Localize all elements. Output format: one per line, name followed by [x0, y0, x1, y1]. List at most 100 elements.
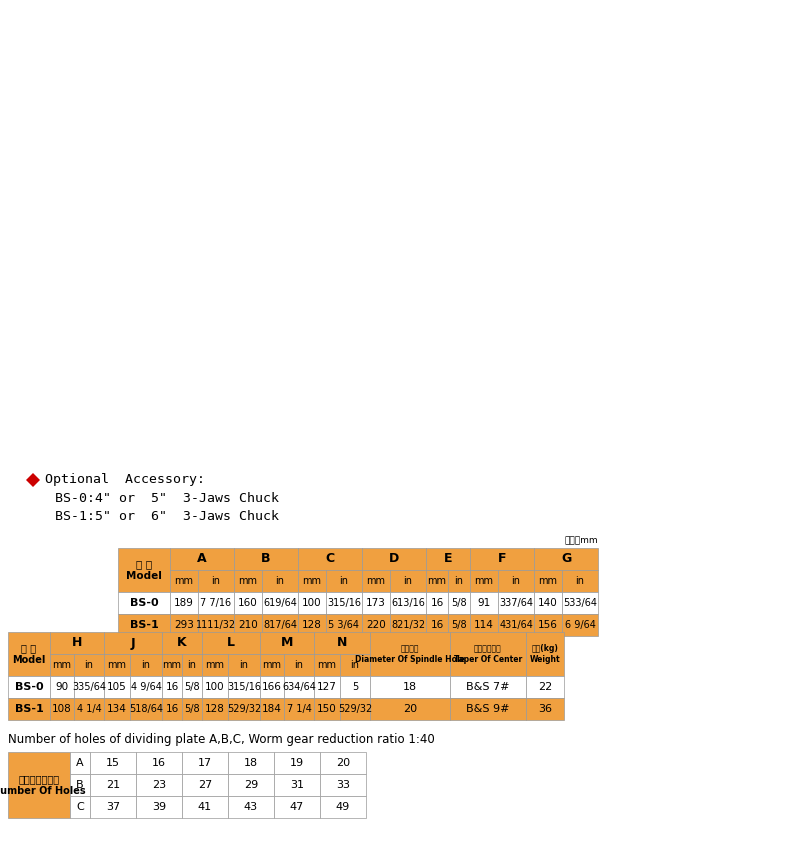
Text: 220: 220 [366, 620, 386, 630]
Bar [390, 570, 426, 592]
Text: L: L [227, 637, 235, 649]
Text: 160: 160 [238, 598, 258, 608]
Text: Number of holes of dividing plate A,B,C, Worm gear reduction ratio 1:40: Number of holes of dividing plate A,B,C,… [8, 733, 434, 746]
Text: 33: 33 [336, 780, 350, 790]
Bar [8, 698, 50, 720]
Text: in: in [404, 576, 412, 586]
Bar [170, 548, 234, 570]
Text: 166: 166 [262, 682, 282, 692]
Text: 29: 29 [244, 780, 258, 790]
Text: 4 9/64: 4 9/64 [130, 682, 161, 692]
Bar [162, 632, 202, 654]
Text: 431/64: 431/64 [499, 620, 533, 630]
Bar [130, 654, 162, 676]
Text: 5 3/64: 5 3/64 [329, 620, 359, 630]
Text: 5/8: 5/8 [184, 682, 200, 692]
Text: in: in [454, 576, 464, 586]
Bar [470, 592, 498, 614]
Text: 173: 173 [366, 598, 386, 608]
Text: 型 號
Model: 型 號 Model [13, 643, 46, 665]
Text: C: C [76, 802, 84, 812]
Bar [498, 592, 534, 614]
Text: K: K [177, 637, 186, 649]
Text: N: N [337, 637, 347, 649]
Text: 128: 128 [302, 620, 322, 630]
Text: 18: 18 [244, 758, 258, 768]
Text: 184: 184 [262, 704, 282, 714]
Bar [534, 570, 562, 592]
Text: G: G [561, 552, 571, 565]
Bar [320, 774, 366, 796]
Text: 16: 16 [165, 704, 179, 714]
Bar [314, 698, 340, 720]
Text: mm: mm [52, 660, 72, 670]
Text: mm: mm [475, 576, 494, 586]
Text: 5/8: 5/8 [184, 704, 200, 714]
Bar [450, 698, 526, 720]
Bar [182, 774, 228, 796]
Bar [74, 676, 104, 698]
Bar [130, 676, 162, 698]
Text: mm: mm [205, 660, 224, 670]
Bar [70, 752, 90, 774]
Bar [274, 774, 320, 796]
Text: 蜂巢板各面孔數
Number Of Holes: 蜂巢板各面孔數 Number Of Holes [0, 774, 86, 796]
Bar [170, 592, 198, 614]
Bar [340, 654, 370, 676]
Bar [390, 614, 426, 636]
Bar [470, 548, 534, 570]
Bar [426, 570, 448, 592]
Bar [182, 698, 202, 720]
Bar [390, 592, 426, 614]
Text: in: in [295, 660, 303, 670]
Bar [562, 592, 598, 614]
Bar [320, 752, 366, 774]
Bar [298, 592, 326, 614]
Bar [298, 570, 326, 592]
Text: mm: mm [539, 576, 558, 586]
Text: in: in [85, 660, 93, 670]
Bar [426, 614, 448, 636]
Bar [90, 796, 136, 818]
Text: 16: 16 [152, 758, 166, 768]
Bar [50, 676, 74, 698]
Bar [314, 676, 340, 698]
Bar [228, 676, 260, 698]
Text: A: A [198, 552, 207, 565]
Bar [130, 698, 162, 720]
Text: mm: mm [239, 576, 258, 586]
Text: F: F [498, 552, 506, 565]
Text: 105: 105 [107, 682, 127, 692]
Text: Optional  Accessory:: Optional Accessory: [45, 473, 205, 486]
Text: 114: 114 [474, 620, 494, 630]
Text: 17: 17 [198, 758, 212, 768]
Bar [426, 592, 448, 614]
Bar [228, 796, 274, 818]
Bar [314, 654, 340, 676]
Bar [426, 548, 470, 570]
Bar [182, 676, 202, 698]
Text: BS-1:5" or  6"  3-Jaws Chuck: BS-1:5" or 6" 3-Jaws Chuck [55, 509, 279, 522]
Text: in: in [340, 576, 348, 586]
Bar [70, 796, 90, 818]
Text: 18: 18 [403, 682, 417, 692]
Text: 156: 156 [538, 620, 558, 630]
Bar [284, 676, 314, 698]
Bar [470, 570, 498, 592]
Text: 100: 100 [303, 598, 322, 608]
Bar [8, 752, 70, 818]
Text: 31: 31 [290, 780, 304, 790]
Text: 90: 90 [55, 682, 69, 692]
Bar [234, 592, 262, 614]
Bar [70, 774, 90, 796]
Bar [90, 774, 136, 796]
Text: 重量(kg)
Weight: 重量(kg) Weight [529, 644, 560, 664]
Bar [50, 698, 74, 720]
Text: H: H [72, 637, 82, 649]
Bar [74, 698, 104, 720]
Text: 型 號
Model: 型 號 Model [126, 559, 162, 582]
Bar [104, 698, 130, 720]
Text: mm: mm [303, 576, 322, 586]
Bar [118, 592, 170, 614]
Bar [526, 698, 564, 720]
